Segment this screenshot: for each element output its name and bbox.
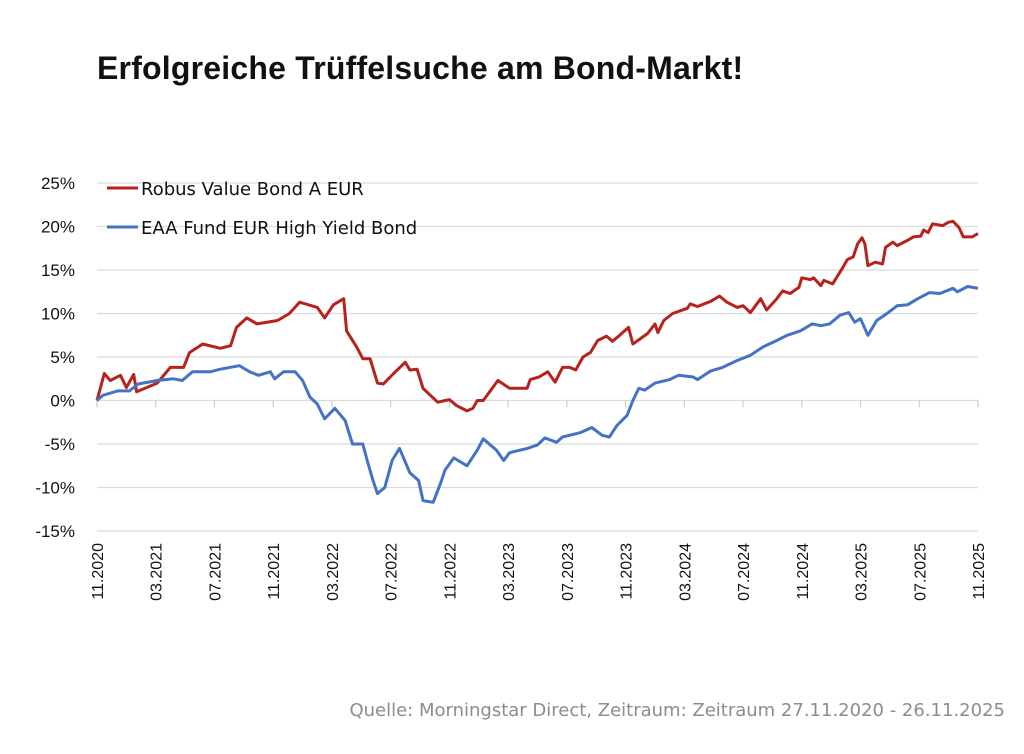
y-tick-label: 5% bbox=[50, 348, 75, 367]
x-tick-label: 03.2022 bbox=[325, 543, 342, 601]
y-tick-label: -15% bbox=[35, 522, 75, 541]
legend-label: EAA Fund EUR High Yield Bond bbox=[141, 218, 417, 239]
y-tick-label: 15% bbox=[41, 261, 75, 280]
x-tick-label: 03.2024 bbox=[677, 543, 694, 601]
y-tick-label: 20% bbox=[41, 218, 75, 237]
y-tick-label: 0% bbox=[50, 392, 75, 411]
x-tick-label: 11.2022 bbox=[442, 543, 459, 600]
y-tick-label: -10% bbox=[35, 479, 75, 498]
x-tick-label: 07.2022 bbox=[384, 543, 401, 601]
x-tick-label: 11.2023 bbox=[619, 543, 636, 600]
gridlines bbox=[97, 182, 978, 532]
series-lines bbox=[95, 219, 979, 504]
source-note: Quelle: Morningstar Direct, Zeitraum: Ze… bbox=[349, 700, 1005, 721]
x-tick-label: 07.2024 bbox=[736, 543, 753, 601]
x-tick-label: 07.2025 bbox=[912, 543, 929, 601]
x-tick-label: 03.2021 bbox=[149, 543, 166, 601]
x-tick-label: 11.2021 bbox=[266, 543, 283, 600]
legend: Robus Value Bond A EUR EAA Fund EUR High … bbox=[107, 179, 417, 239]
legend-label: Robus Value Bond A EUR bbox=[141, 179, 364, 200]
series-line-robus-value-bond bbox=[95, 219, 979, 413]
x-tick-label: 11.2024 bbox=[795, 543, 812, 600]
x-tick-label: 11.2025 bbox=[971, 543, 988, 600]
chart-title: Erfolgreiche Trüffelsuche am Bond-Markt! bbox=[97, 50, 744, 86]
x-tick-label: 07.2021 bbox=[207, 543, 224, 601]
y-tick-label: 10% bbox=[41, 305, 75, 324]
x-tick-label: 03.2023 bbox=[501, 543, 518, 601]
y-tick-label: 25% bbox=[41, 174, 75, 193]
x-axis-ticks bbox=[96, 400, 979, 408]
y-tick-label: -5% bbox=[45, 435, 75, 454]
x-tick-label: 11.2020 bbox=[90, 543, 107, 600]
x-tick-label: 03.2025 bbox=[854, 543, 871, 601]
x-axis-labels: 11.2020 03.2021 07.2021 11.2021 03.2022 07.20… bbox=[90, 543, 988, 601]
series-line-eaa-high-yield bbox=[96, 285, 979, 504]
x-tick-label: 07.2023 bbox=[560, 543, 577, 601]
y-axis-labels: 25% 20% 15% 10% 5% 0% -5% -10% -15% bbox=[35, 174, 75, 541]
